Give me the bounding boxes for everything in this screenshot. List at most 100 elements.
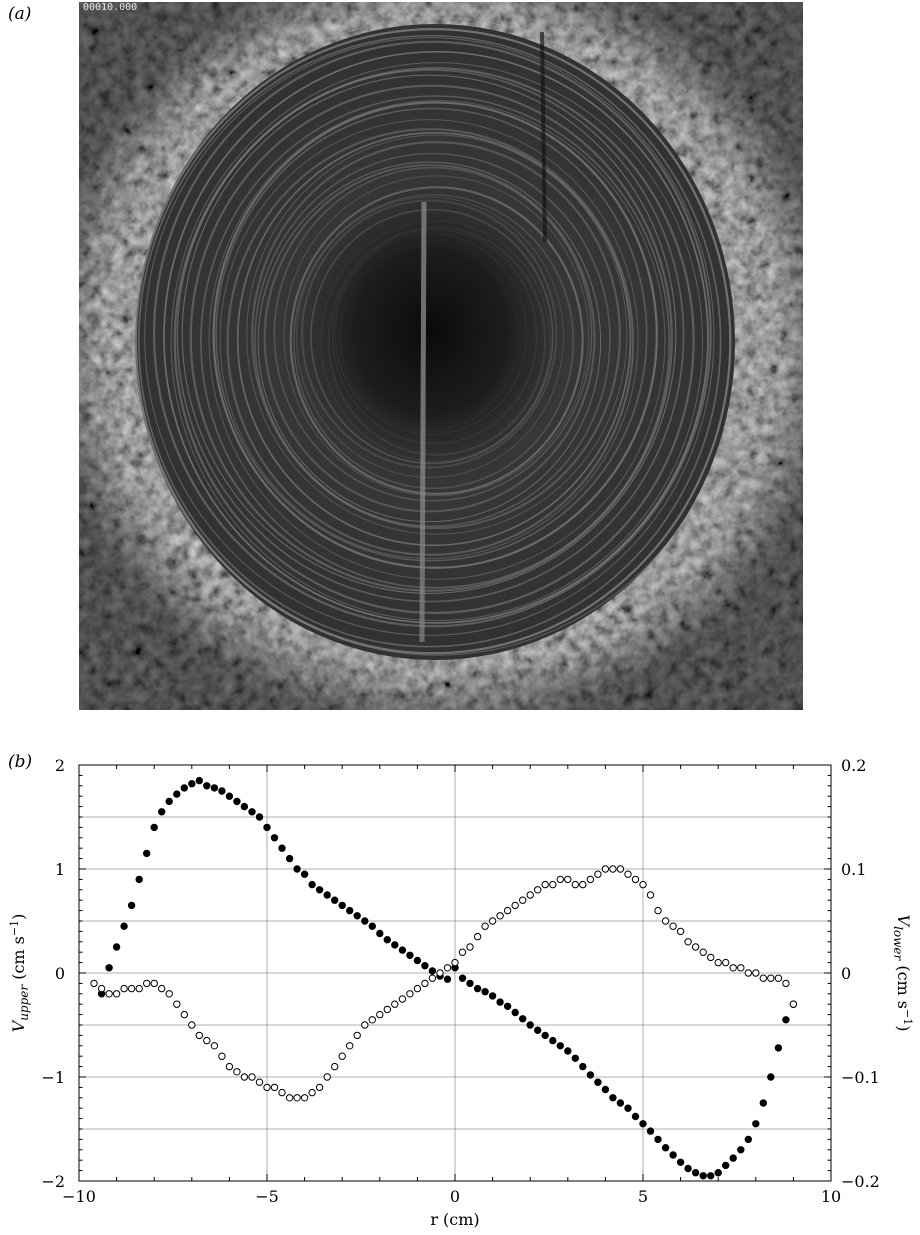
data-point-filled — [744, 1135, 752, 1144]
data-point-filled — [473, 984, 482, 993]
y-left-tick-label: 2 — [55, 756, 65, 775]
data-point-open — [376, 1010, 384, 1019]
data-point-filled — [752, 1120, 760, 1128]
data-point-open — [564, 875, 572, 884]
data-point-filled — [669, 1151, 677, 1159]
data-point-open — [112, 990, 121, 998]
data-point-open — [594, 870, 602, 878]
y-right-tick-label: −0.2 — [841, 1172, 880, 1191]
data-point-filled — [105, 964, 113, 972]
data-point-open — [233, 1068, 241, 1076]
data-point-open — [383, 1005, 391, 1014]
left-y-axis-label: Vupper (cm s−1) — [8, 914, 31, 1033]
data-point-filled — [308, 880, 316, 889]
data-point-open — [203, 1036, 211, 1045]
data-point-filled — [519, 1015, 527, 1023]
data-point-open — [315, 1083, 324, 1092]
data-point-filled — [722, 1161, 730, 1170]
data-point-filled — [661, 1144, 670, 1152]
data-point-open — [338, 1052, 346, 1060]
data-point-open — [624, 870, 632, 878]
data-point-open — [308, 1088, 316, 1097]
data-point-open — [150, 979, 158, 988]
data-point-open — [451, 958, 459, 967]
data-point-open — [346, 1042, 354, 1050]
data-point-open — [534, 886, 542, 894]
data-point-filled — [413, 956, 422, 965]
panel-b-label: (b) — [8, 752, 33, 772]
data-point-open — [571, 880, 579, 889]
data-point-open — [120, 984, 128, 993]
data-point-open — [639, 880, 647, 889]
data-point-open — [661, 917, 670, 925]
y-left-tick-label: 0 — [55, 964, 65, 983]
data-point-open — [488, 917, 497, 925]
data-point-open — [90, 979, 98, 988]
data-point-open — [285, 1094, 294, 1102]
data-point-filled — [421, 962, 429, 970]
data-point-filled — [549, 1036, 557, 1045]
data-point-filled — [240, 802, 249, 811]
data-point-open — [737, 964, 745, 972]
data-point-open — [616, 865, 625, 873]
data-point-filled — [120, 922, 128, 930]
data-point-open — [105, 990, 113, 998]
data-point-filled — [391, 941, 399, 949]
data-point-filled — [278, 844, 286, 852]
data-point-open — [684, 938, 692, 946]
data-point-open — [752, 969, 760, 977]
data-point-filled — [143, 849, 151, 858]
data-point-filled — [594, 1078, 602, 1086]
data-point-filled — [195, 776, 204, 785]
data-point-open — [173, 1000, 181, 1008]
data-point-filled — [270, 834, 279, 842]
data-point-filled — [579, 1062, 587, 1071]
data-point-open — [428, 974, 437, 982]
data-point-filled — [458, 974, 467, 982]
data-point-filled — [737, 1146, 745, 1154]
data-point-open — [579, 880, 587, 889]
x-tick-label: −10 — [62, 1187, 96, 1206]
data-points — [90, 776, 798, 1180]
data-point-filled — [127, 901, 136, 910]
data-point-filled — [368, 922, 376, 930]
right-y-axis-label: Vlower (cm s−1) — [891, 915, 914, 1032]
data-point-filled — [541, 1031, 549, 1040]
data-point-open — [549, 880, 557, 889]
data-point-filled — [646, 1127, 655, 1135]
y-right-tick-label: 0 — [841, 964, 851, 983]
y-right-tick-label: −0.1 — [841, 1068, 880, 1087]
data-point-filled — [285, 854, 294, 863]
axis-labels: r (cm) Vupper (cm s−1) Vlower (cm s−1) — [8, 914, 914, 1229]
y-right-tick-label: 0.2 — [841, 756, 866, 775]
grid-lines — [78, 764, 832, 1182]
data-point-open — [368, 1016, 376, 1024]
data-point-filled — [601, 1085, 610, 1094]
data-point-open — [481, 922, 489, 930]
data-point-open — [707, 953, 715, 962]
data-point-filled — [481, 988, 489, 996]
y-left-tick-label: 1 — [55, 860, 65, 879]
data-point-filled — [180, 784, 189, 792]
data-point-filled — [571, 1054, 579, 1062]
data-point-filled — [315, 886, 324, 894]
data-point-open — [218, 1052, 226, 1060]
data-point-open — [722, 958, 730, 967]
data-point-filled — [135, 875, 143, 884]
data-point-open — [676, 927, 685, 936]
data-point-open — [97, 984, 106, 993]
data-point-open — [361, 1021, 369, 1029]
data-point-open — [188, 1021, 196, 1029]
data-point-open — [714, 958, 722, 967]
data-point-open — [323, 1073, 331, 1081]
data-point-filled — [255, 813, 264, 821]
photo-timestamp: 00010.000 — [83, 2, 138, 13]
data-point-filled — [112, 943, 121, 951]
data-point-filled — [323, 891, 331, 899]
x-axis-label: r (cm) — [430, 1210, 479, 1229]
data-point-filled — [654, 1135, 662, 1144]
data-point-filled — [158, 808, 166, 816]
data-point-filled — [346, 906, 354, 915]
data-point-open — [586, 875, 595, 884]
